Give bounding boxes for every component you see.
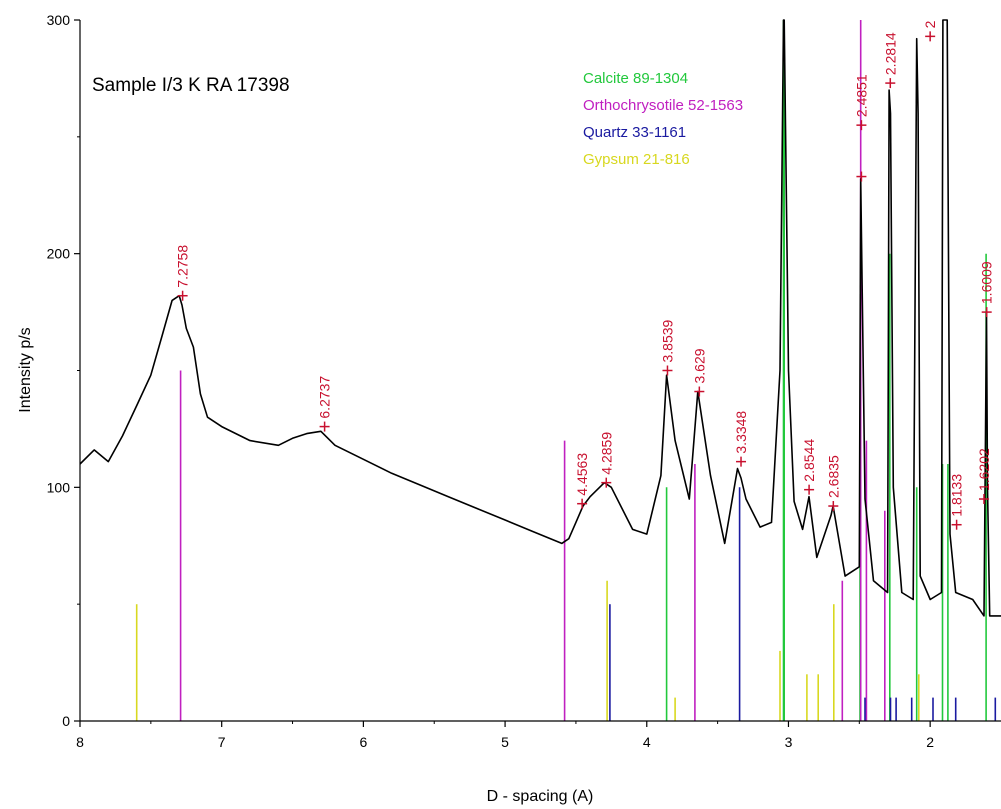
- peak-label: 2.6835: [825, 455, 841, 498]
- peak-markers: 7.2758 6.2737 4.4563 4.2859 3.8539 3.629 3.334…: [175, 20, 995, 530]
- y-ticks: 0 100 200 300: [47, 12, 80, 729]
- x-tick-label: 2: [926, 734, 934, 750]
- legend: Calcite 89-1304 Orthochrysotile 52-1563 Qu…: [583, 70, 743, 168]
- peak-label: 3.629: [691, 348, 707, 383]
- peak-label: 6.2737: [317, 376, 333, 419]
- y-axis-label: Intensity p/s: [17, 327, 34, 412]
- peak-label: 4.4563: [574, 453, 590, 496]
- peak-label: 3.3348: [733, 411, 749, 454]
- x-tick-label: 4: [643, 734, 651, 750]
- y-tick-label: 100: [47, 479, 71, 495]
- peak-label: 4.2859: [598, 432, 614, 475]
- quartz-legend-entry: Quartz 33-1161: [583, 124, 686, 141]
- y-tick-label: 0: [62, 713, 70, 729]
- peak-label: 3.8539: [660, 319, 676, 362]
- peak-label: 2.4851: [853, 74, 869, 117]
- peak-label: 2.2814: [882, 32, 898, 75]
- x-tick-label: 3: [785, 734, 793, 750]
- orthochrysotile-legend-entry: Orthochrysotile 52-1563: [583, 97, 743, 114]
- peak-label: 7.2758: [175, 245, 191, 288]
- gypsum-legend-entry: Gypsum 21-816: [583, 151, 690, 168]
- trace-layer: [79, 19, 1001, 617]
- x-axis-label: D - spacing (A): [487, 788, 594, 805]
- x-tick-label: 8: [76, 734, 84, 750]
- x-tick-label: 5: [501, 734, 509, 750]
- y-tick-label: 200: [47, 246, 71, 262]
- peak-label: 2: [922, 20, 938, 28]
- diffraction-trace: [79, 19, 1001, 617]
- peak-label: 1.6009: [979, 261, 995, 304]
- peak-label: 2.8544: [801, 439, 817, 482]
- chart-title: Sample I/3 K RA 17398: [92, 75, 290, 96]
- y-tick-label: 300: [47, 12, 71, 28]
- peak-label: 1.8133: [949, 474, 965, 517]
- reference-lines: [135, 20, 997, 721]
- x-ticks: 8 7 6 5 4 3 2: [76, 721, 934, 750]
- x-tick-label: 6: [359, 734, 367, 750]
- peak-label: 1.6202: [976, 448, 992, 491]
- x-tick-label: 7: [218, 734, 226, 750]
- calcite-legend-entry: Calcite 89-1304: [583, 70, 688, 87]
